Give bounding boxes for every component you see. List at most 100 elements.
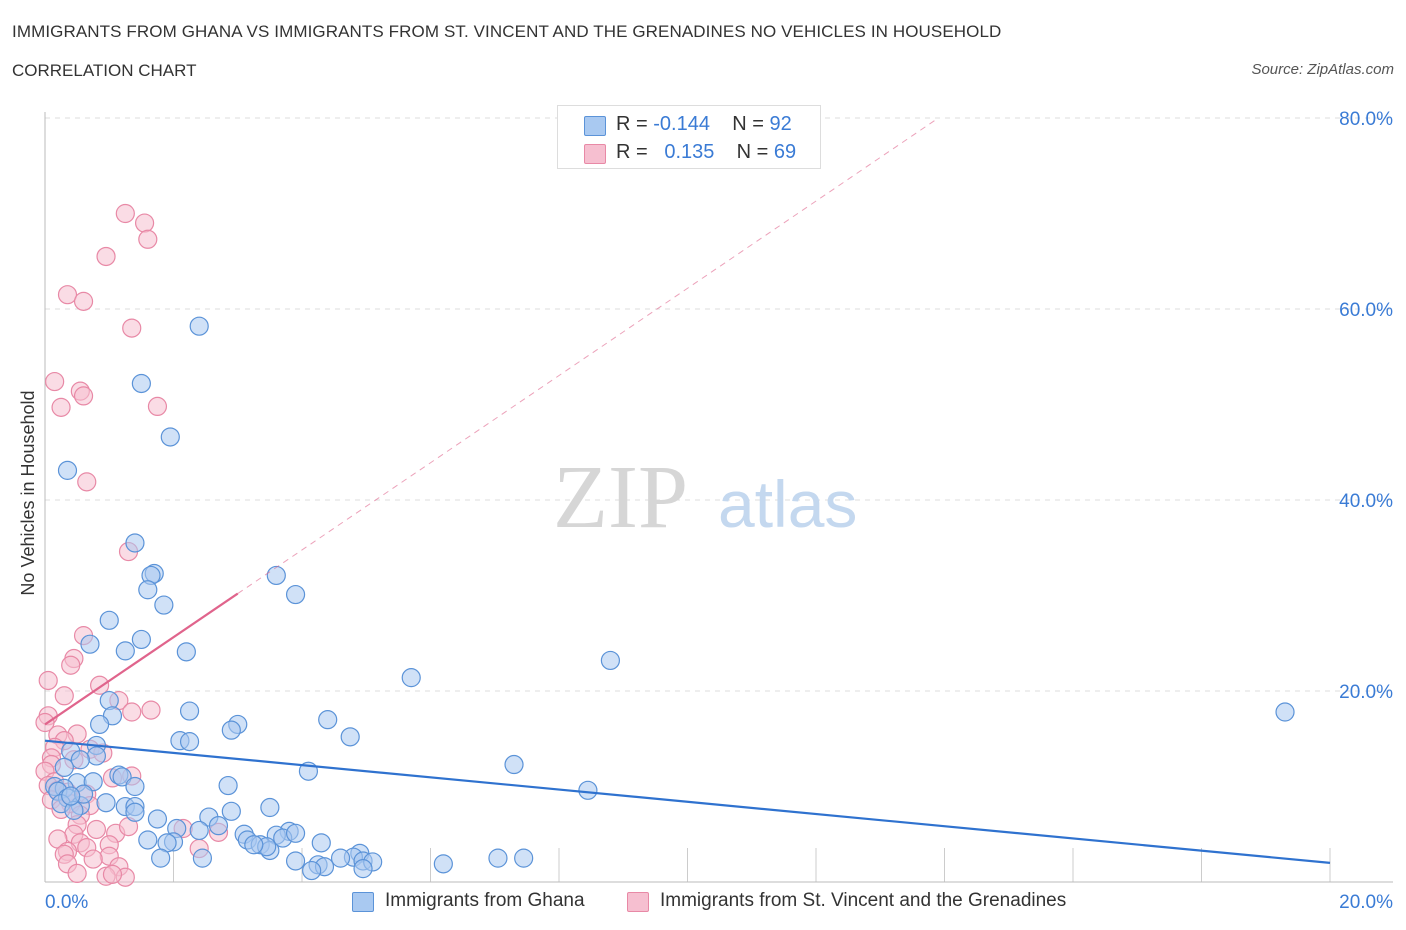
source-credit: Source: ZipAtlas.com [1251,61,1394,78]
ghana-point [147,809,168,829]
ghana-point [514,848,534,868]
ghana-point [330,848,351,868]
ghana-point [96,793,116,813]
trend-line-svg-extension [237,117,939,595]
y-axis-label: No Vehicles in Household [18,390,38,595]
svg-point [73,386,94,406]
ghana-point [504,754,524,775]
ghana-point [125,776,145,797]
ghana-point [176,642,196,662]
ghana-point [208,816,229,836]
svg-point [141,700,161,720]
ghana-point [86,746,107,766]
ghana-point [80,634,100,654]
y-tick-label: 80.0% [1339,109,1393,130]
bottom-legend-swatch-ghana [352,892,374,912]
ghana-point [218,775,238,796]
ghana-point [578,780,598,800]
ghana-point [138,580,158,600]
ghana-point [115,641,135,661]
ghana-point [57,460,78,480]
legend-n-value-ghana: 92 [769,113,792,135]
svg-point [102,864,123,884]
svg-point [45,371,65,392]
ghana-point [160,427,180,447]
bottom-legend-swatch-svg [627,892,649,912]
ghana-point [90,714,110,735]
ghana-point [353,859,373,879]
chart-subtitle: CORRELATION CHART [12,61,197,80]
svg-point [35,712,55,733]
trend-line-ghana [44,739,1331,864]
svg-point [115,203,135,224]
ghana-point [600,650,621,671]
ghana-point [340,727,360,747]
ghana-point [61,786,81,806]
x-tick-label: 20.0% [1339,892,1393,913]
svg-point [138,229,158,249]
ghana-point [311,833,331,853]
trend-line-svg [44,592,239,726]
svg-point [86,819,107,840]
ghana-point [401,668,421,688]
ghana-point [189,820,209,841]
ghana-point [154,595,174,615]
svg-point [122,702,142,722]
bottom-legend-label-ghana: Immigrants from Ghana [385,890,585,911]
svg-point [51,397,71,417]
ghana-point [433,854,453,874]
ghana-point [285,584,306,605]
ghana-point [260,797,280,818]
watermark-zip: ZIP [553,448,688,547]
ghana-point [1275,702,1295,722]
chart-title: IMMIGRANTS FROM GHANA VS IMMIGRANTS FROM… [12,22,1002,41]
ghana-point [285,823,306,843]
ghana-point [285,851,306,871]
legend-n-label: N = [736,141,769,163]
ghana-point [179,701,200,721]
svg-point [134,213,155,233]
ghana-point [138,830,158,850]
svg-point [73,291,94,311]
ghana-point [221,720,241,740]
watermark-atlas: atlas [718,467,857,541]
svg-point [67,863,87,884]
legend-n-value-svg: 69 [773,141,797,163]
bottom-legend-label-svg: Immigrants from St. Vincent and the Gren… [660,890,1067,911]
watermark: ZIP atlas [553,448,857,547]
y-tick-label: 60.0% [1339,300,1393,321]
ghana-point [302,860,322,881]
x-tick-label: 0.0% [45,892,88,913]
legend-r-label: R = [616,141,648,163]
legend-r-value-ghana: -0.144 [653,113,710,135]
ghana-point [151,848,171,868]
ghana-point [244,835,264,855]
ghana-point [112,767,132,787]
ghana-point [131,373,151,394]
ghana-point [125,802,145,822]
svg-point [61,655,81,675]
legend-swatch-svg [584,144,606,164]
svg-point [77,472,97,492]
ghana-point [266,565,286,586]
y-tick-label: 20.0% [1339,682,1393,703]
ghana-point [488,848,508,868]
ghana-point [318,710,338,730]
svg-point [38,670,58,691]
svg-point [147,396,168,417]
legend-n-label: N = [732,113,764,135]
svg-point [96,246,116,267]
ghana-point [179,732,200,752]
trend-lines [44,117,1331,864]
ghana-point [221,801,241,821]
legend-r-label: R = [616,113,648,135]
svg-point [54,686,74,706]
correlation-legend: R = -0.144 N = 92 R = 0.135 N = 69 [557,105,821,169]
svg-point [83,849,103,869]
data-points [35,203,1295,887]
ghana-point [192,848,213,868]
ghana-point [189,316,209,336]
ghana-point [54,757,74,778]
svg-point [57,285,78,305]
